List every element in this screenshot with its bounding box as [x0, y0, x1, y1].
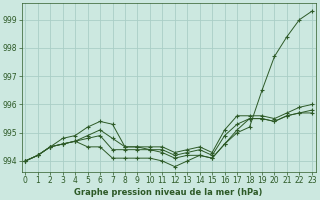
X-axis label: Graphe pression niveau de la mer (hPa): Graphe pression niveau de la mer (hPa) [74, 188, 263, 197]
